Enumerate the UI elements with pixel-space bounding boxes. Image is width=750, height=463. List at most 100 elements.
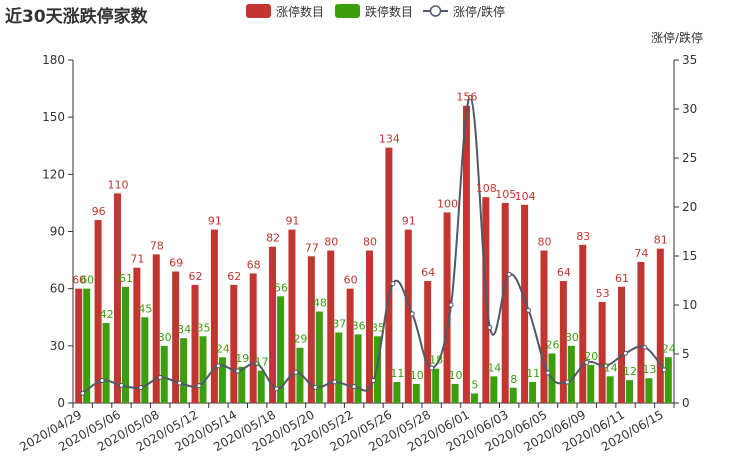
ratio-point — [254, 361, 260, 367]
limit-up-value-label: 78 — [150, 239, 164, 252]
ratio-point — [467, 94, 473, 100]
limit-down-bar — [83, 288, 91, 403]
limit-up-value-label: 71 — [130, 253, 144, 266]
limit-down-bar — [529, 382, 537, 403]
limit-up-bar — [113, 193, 121, 403]
ratio-point — [603, 363, 609, 369]
ratio-point — [99, 378, 105, 384]
y-left-tick-label: 90 — [50, 225, 65, 239]
limit-up-bar — [133, 267, 141, 403]
limit-down-value-label: 5 — [471, 378, 478, 391]
y-right-tick-label: 20 — [682, 200, 697, 214]
limit-down-bar — [296, 347, 304, 403]
limit-up-value-label: 53 — [596, 287, 610, 300]
limit-up-bar — [618, 286, 626, 403]
limit-up-bar — [462, 105, 470, 403]
legend-label-limit-up: 涨停数目 — [276, 4, 324, 19]
limit-down-bar — [218, 357, 226, 403]
limit-down-value-label: 26 — [545, 338, 559, 351]
ratio-line-series — [80, 94, 667, 396]
y-left-tick-label: 180 — [42, 53, 65, 67]
limit-up-bar — [346, 288, 354, 403]
limit-up-value-label: 62 — [227, 270, 241, 283]
legend-label-limit-down: 跌停数目 — [365, 4, 413, 19]
y-right-tick-label: 10 — [682, 298, 697, 312]
limit-down-value-label: 60 — [80, 274, 94, 287]
limit-up-value-label: 91 — [402, 215, 416, 228]
limit-up-bar — [191, 284, 199, 403]
limit-up-bar — [172, 271, 180, 403]
limit-down-bar — [606, 376, 614, 403]
limit-up-value-label: 62 — [189, 270, 203, 283]
limit-up-bar — [443, 212, 451, 403]
limit-down-bar — [432, 368, 440, 403]
limit-up-bar — [637, 261, 645, 403]
limit-down-bar — [121, 286, 129, 403]
ratio-point — [429, 365, 435, 371]
ratio-point — [661, 367, 667, 373]
bar-value-labels: 6060964211061714578306934623591246219681… — [72, 91, 676, 392]
legend-swatch-limit-up — [246, 4, 271, 18]
y-right-tick-label: 0 — [682, 396, 690, 410]
limit-down-bar — [277, 296, 285, 403]
ratio-point — [487, 324, 493, 330]
limit-up-value-label: 105 — [495, 188, 516, 201]
limit-up-value-label: 91 — [285, 215, 299, 228]
limit-up-value-label: 77 — [305, 241, 319, 254]
limit-up-value-label: 80 — [324, 236, 338, 249]
limit-down-bar — [238, 366, 246, 403]
limit-down-bar — [451, 383, 459, 403]
y-right-tick-label: 25 — [682, 151, 697, 165]
limit-up-value-label: 91 — [208, 215, 222, 228]
limit-down-bar — [335, 332, 343, 403]
limit-down-bar — [374, 336, 381, 403]
limit-down-bars — [83, 286, 672, 403]
right-axis-label: 涨停/跌停 — [651, 30, 703, 45]
limit-up-value-label: 110 — [107, 178, 128, 191]
legend-swatch-limit-down — [335, 4, 360, 18]
limit-up-bar — [385, 147, 393, 403]
ratio-point — [623, 350, 629, 356]
limit-down-value-label: 10 — [449, 369, 463, 382]
legend[interactable]: 涨停数目 跌停数目 涨停/跌停 — [246, 4, 505, 19]
limit-down-bar — [567, 345, 575, 403]
ratio-point — [506, 271, 512, 277]
limit-down-bar — [257, 370, 265, 403]
ratio-point — [448, 302, 454, 308]
limit-down-bar — [141, 317, 149, 403]
limit-down-bar — [102, 322, 110, 403]
y-right-tick-label: 15 — [682, 249, 697, 263]
limit-down-bar — [315, 311, 323, 403]
limit-up-bar — [540, 250, 548, 403]
limit-up-value-label: 68 — [247, 258, 261, 271]
ratio-point — [215, 363, 221, 369]
y-right-tick-label: 30 — [682, 102, 697, 116]
limit-down-value-label: 11 — [526, 367, 540, 380]
limit-up-value-label: 104 — [515, 190, 536, 203]
limit-up-bar — [269, 246, 277, 403]
limit-up-bar — [249, 273, 257, 403]
ratio-point — [390, 281, 396, 287]
limit-down-bar — [354, 334, 362, 403]
y-right-tick-label: 35 — [682, 53, 697, 67]
ratio-point — [312, 384, 318, 390]
legend-label-ratio: 涨停/跌停 — [453, 4, 505, 19]
limit-down-bar — [490, 376, 498, 403]
limit-up-value-label: 64 — [557, 266, 571, 279]
limit-down-value-label: 24 — [216, 342, 230, 355]
ratio-point — [293, 369, 299, 375]
limit-down-value-label: 11 — [390, 367, 404, 380]
limit-down-value-label: 8 — [510, 373, 517, 386]
limit-down-bar — [587, 364, 595, 403]
ratio-point — [118, 382, 124, 388]
limit-up-bar — [210, 229, 218, 403]
ratio-point — [138, 385, 144, 391]
limit-up-bar — [307, 256, 315, 403]
limit-up-bar — [501, 202, 509, 403]
limit-down-value-label: 14 — [604, 361, 618, 374]
ratio-point — [196, 383, 202, 389]
limit-up-bar — [521, 204, 529, 403]
ratio-point — [371, 378, 376, 384]
limit-down-value-label: 36 — [352, 319, 366, 332]
ratio-point — [332, 379, 338, 385]
